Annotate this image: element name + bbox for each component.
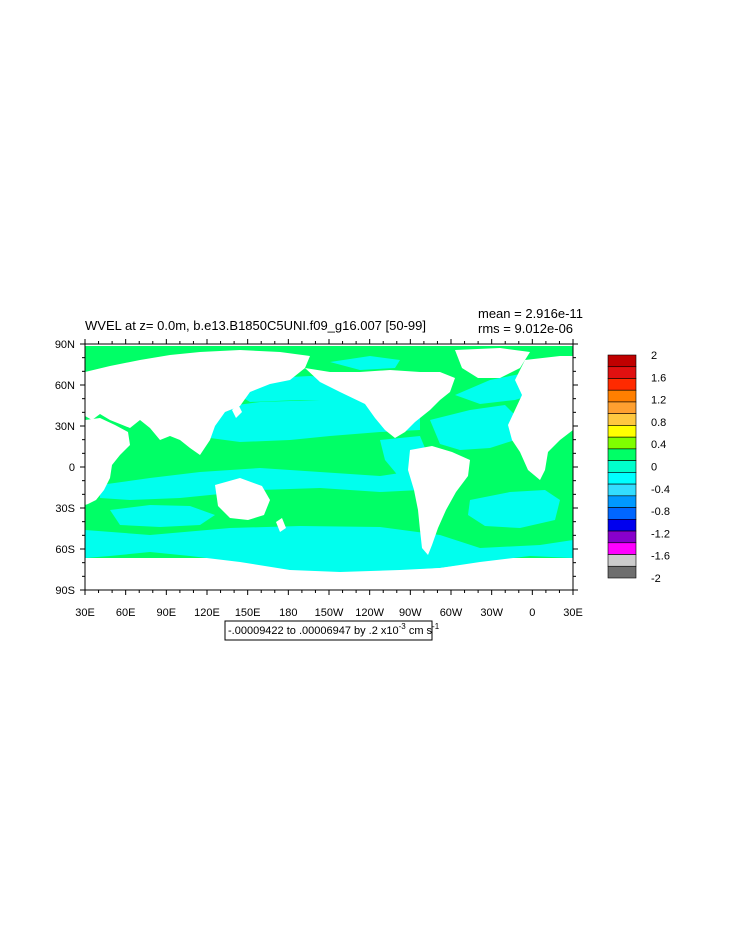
lon-tick-label: 90E	[157, 607, 177, 619]
info-unit-exponent: -1	[432, 622, 440, 631]
colorbar-swatch	[607, 413, 637, 426]
lon-tick-label: 120E	[194, 607, 220, 619]
colorbar-label: 1.6	[651, 372, 666, 384]
colorbar-swatch	[607, 378, 637, 391]
colorbar-swatch	[607, 448, 637, 461]
colorbar-swatch	[607, 519, 637, 532]
rms-label: rms = 9.012e-06	[478, 321, 573, 336]
colorbar-swatch	[607, 530, 637, 544]
colorbar-label: -1.2	[651, 528, 670, 540]
lon-tick-label: 30E	[75, 607, 95, 619]
longitude-axis: 30E 60E 90E 120E 150E 180 150W 120W 90W 60W 30W 0 30…	[75, 339, 583, 619]
lon-tick-label: 30W	[480, 607, 503, 619]
colorbar-swatch	[607, 436, 637, 450]
info-range-text: -.00009422 to .00006947 by .2 x10	[228, 625, 399, 637]
colorbar-label: 1.2	[651, 395, 666, 407]
lon-tick-label: 60E	[116, 607, 136, 619]
colorbar-swatch	[607, 554, 637, 567]
lon-tick-label: 180	[279, 607, 297, 619]
info-exponent: -3	[399, 622, 407, 631]
colorbar-swatch	[607, 425, 637, 438]
land-mask	[85, 348, 573, 590]
colorbar	[607, 354, 637, 579]
lon-tick-label: 60W	[440, 607, 463, 619]
colorbar-labels: 2 1.6 1.2 0.8 0.4 0 -0.4 -0.8 -1.2 -1.6 -2	[651, 350, 670, 585]
lat-tick-label: 60N	[55, 380, 75, 392]
colorbar-swatch	[607, 495, 637, 508]
lon-tick-label: 150W	[315, 607, 344, 619]
lon-tick-label: 30E	[563, 607, 583, 619]
lat-tick-label: 60S	[55, 544, 75, 556]
lon-tick-label: 90W	[399, 607, 422, 619]
lat-tick-label: 90N	[55, 339, 75, 351]
colorbar-label: -0.4	[651, 484, 670, 496]
colorbar-swatch	[607, 354, 637, 368]
colorbar-swatch	[607, 460, 637, 473]
lon-tick-label: 120W	[355, 607, 384, 619]
colorbar-swatch	[607, 472, 637, 485]
contour-info-box: -.00009422 to .00006947 by .2 x10-3 cm s…	[224, 620, 440, 641]
ocean-negative-field	[85, 356, 573, 572]
lat-tick-label: 30N	[55, 421, 75, 433]
lat-tick-label: 90S	[55, 585, 75, 597]
svg-text:-.00009422 to .00006947 by .2: -.00009422 to .00006947 by .2 x10-3 cm s…	[228, 622, 440, 637]
info-unit: cm s	[406, 625, 433, 637]
colorbar-swatch	[607, 389, 637, 403]
colorbar-label: 2	[651, 350, 657, 362]
colorbar-label: 0	[651, 462, 657, 474]
colorbar-label: -2	[651, 573, 661, 585]
colorbar-label: 0.4	[651, 439, 666, 451]
colorbar-label: -1.6	[651, 551, 670, 563]
map-field	[85, 344, 573, 590]
plot-title: WVEL at z= 0.0m, b.e13.B1850C5UNI.f09_g1…	[85, 318, 426, 333]
colorbar-swatch	[607, 483, 637, 497]
colorbar-swatch	[607, 507, 637, 520]
lat-tick-label: 0	[69, 462, 75, 474]
mean-label: mean = 2.916e-11	[478, 306, 583, 321]
colorbar-swatch	[607, 542, 637, 555]
colorbar-swatch	[607, 565, 637, 579]
colorbar-label: -0.8	[651, 506, 670, 518]
lon-tick-label: 0	[529, 607, 535, 619]
latitude-axis: 90N 60N 30N 0 30S 60S 90S	[55, 339, 578, 597]
colorbar-swatch	[607, 401, 637, 414]
colorbar-label: 0.8	[651, 417, 666, 429]
lon-tick-label: 150E	[235, 607, 261, 619]
lat-tick-label: 30S	[55, 503, 75, 515]
colorbar-swatch	[607, 366, 637, 379]
